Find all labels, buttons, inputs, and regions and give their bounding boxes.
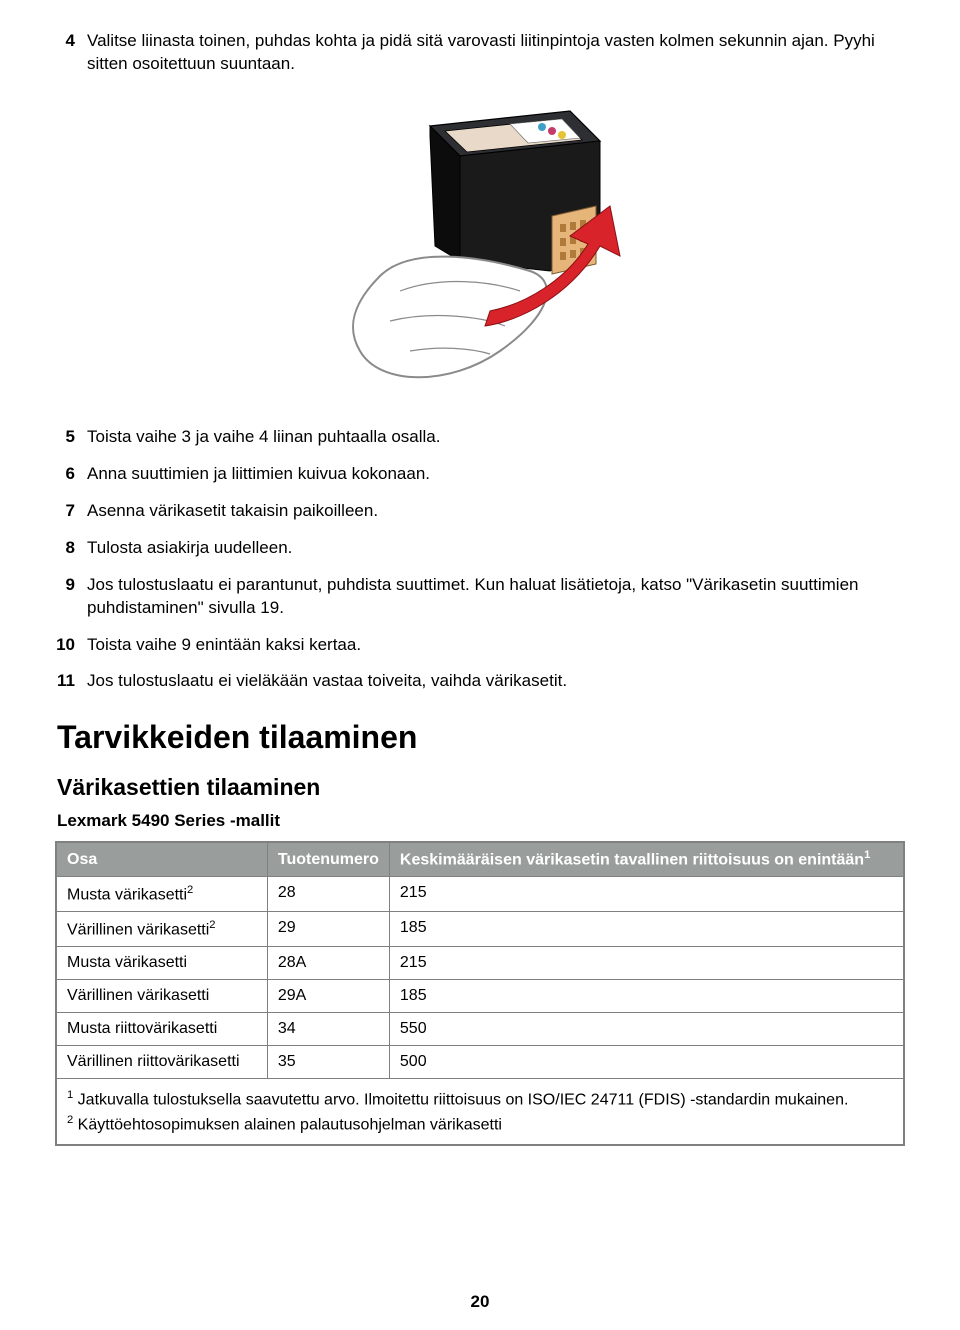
step-number: 5 xyxy=(55,426,87,449)
cell-osa: Värillinen värikasetti xyxy=(56,980,267,1013)
step-7: 7 Asenna värikasetit takaisin paikoillee… xyxy=(55,500,905,523)
cell-yield: 215 xyxy=(389,876,904,911)
step-number: 4 xyxy=(55,30,87,76)
table-footnotes: 1 Jatkuvalla tulostuksella saavutettu ar… xyxy=(56,1079,904,1145)
cell-osa: Musta värikasetti2 xyxy=(56,876,267,911)
heading-cartridges: Värikasettien tilaaminen xyxy=(55,774,905,801)
cell-osa: Värillinen riittovärikasetti xyxy=(56,1046,267,1079)
step-text: Tulosta asiakirja uudelleen. xyxy=(87,537,905,560)
step-number: 8 xyxy=(55,537,87,560)
cell-yield: 185 xyxy=(389,980,904,1013)
footnote-2-text: Käyttöehtosopimuksen alainen palautusohj… xyxy=(73,1116,502,1133)
cartridge-svg xyxy=(320,96,640,396)
cell-tuotenumero: 35 xyxy=(267,1046,389,1079)
col-header-tuotenumero: Tuotenumero xyxy=(267,842,389,876)
col-header-yield-text: Keskimääräisen värikasetin tavallinen ri… xyxy=(400,852,864,869)
heading-model: Lexmark 5490 Series -mallit xyxy=(55,811,905,831)
cell-yield: 550 xyxy=(389,1013,904,1046)
col-header-osa: Osa xyxy=(56,842,267,876)
step-text: Toista vaihe 9 enintään kaksi kertaa. xyxy=(87,634,905,657)
heading-supplies: Tarvikkeiden tilaaminen xyxy=(55,719,905,756)
cell-tuotenumero: 29A xyxy=(267,980,389,1013)
step-text: Jos tulostuslaatu ei parantunut, puhdist… xyxy=(87,574,905,620)
step-text: Toista vaihe 3 ja vaihe 4 liinan puhtaal… xyxy=(87,426,905,449)
cartridge-illustration xyxy=(55,96,905,396)
col-header-yield-sup: 1 xyxy=(864,849,870,861)
step-number: 7 xyxy=(55,500,87,523)
step-number: 9 xyxy=(55,574,87,620)
table-header-row: Osa Tuotenumero Keskimääräisen värikaset… xyxy=(56,842,904,876)
col-header-yield: Keskimääräisen värikasetin tavallinen ri… xyxy=(389,842,904,876)
cell-osa: Musta riittovärikasetti xyxy=(56,1013,267,1046)
cell-tuotenumero: 28 xyxy=(267,876,389,911)
cell-yield: 215 xyxy=(389,947,904,980)
footnote-1: 1 Jatkuvalla tulostuksella saavutettu ar… xyxy=(67,1089,893,1109)
cell-yield: 500 xyxy=(389,1046,904,1079)
cell-yield: 185 xyxy=(389,912,904,947)
table-row: Musta värikasetti228215 xyxy=(56,876,904,911)
step-10: 10 Toista vaihe 9 enintään kaksi kertaa. xyxy=(55,634,905,657)
table-row: Musta värikasetti28A215 xyxy=(56,947,904,980)
cartridge-table: Osa Tuotenumero Keskimääräisen värikaset… xyxy=(55,841,905,1146)
step-text: Asenna värikasetit takaisin paikoilleen. xyxy=(87,500,905,523)
page-number: 20 xyxy=(0,1292,960,1312)
step-text: Valitse liinasta toinen, puhdas kohta ja… xyxy=(87,30,905,76)
cell-tuotenumero: 29 xyxy=(267,912,389,947)
step-number: 6 xyxy=(55,463,87,486)
step-11: 11 Jos tulostuslaatu ei vieläkään vastaa… xyxy=(55,670,905,693)
step-9: 9 Jos tulostuslaatu ei parantunut, puhdi… xyxy=(55,574,905,620)
step-6: 6 Anna suuttimien ja liittimien kuivua k… xyxy=(55,463,905,486)
step-number: 10 xyxy=(55,634,87,657)
step-8: 8 Tulosta asiakirja uudelleen. xyxy=(55,537,905,560)
footnote-1-text: Jatkuvalla tulostuksella saavutettu arvo… xyxy=(73,1092,848,1109)
footnote-2: 2 Käyttöehtosopimuksen alainen palautuso… xyxy=(67,1114,893,1134)
step-4: 4 Valitse liinasta toinen, puhdas kohta … xyxy=(55,30,905,76)
cell-osa: Värillinen värikasetti2 xyxy=(56,912,267,947)
table-row: Värillinen riittovärikasetti35500 xyxy=(56,1046,904,1079)
step-5: 5 Toista vaihe 3 ja vaihe 4 liinan puhta… xyxy=(55,426,905,449)
step-text: Anna suuttimien ja liittimien kuivua kok… xyxy=(87,463,905,486)
step-number: 11 xyxy=(55,670,87,693)
cell-tuotenumero: 34 xyxy=(267,1013,389,1046)
table-footnote-row: 1 Jatkuvalla tulostuksella saavutettu ar… xyxy=(56,1079,904,1145)
table-row: Värillinen värikasetti229185 xyxy=(56,912,904,947)
table-row: Musta riittovärikasetti34550 xyxy=(56,1013,904,1046)
step-list: 4 Valitse liinasta toinen, puhdas kohta … xyxy=(55,30,905,76)
step-list-cont: 5 Toista vaihe 3 ja vaihe 4 liinan puhta… xyxy=(55,426,905,694)
step-text: Jos tulostuslaatu ei vieläkään vastaa to… xyxy=(87,670,905,693)
table-row: Värillinen värikasetti29A185 xyxy=(56,980,904,1013)
cell-tuotenumero: 28A xyxy=(267,947,389,980)
cell-osa: Musta värikasetti xyxy=(56,947,267,980)
